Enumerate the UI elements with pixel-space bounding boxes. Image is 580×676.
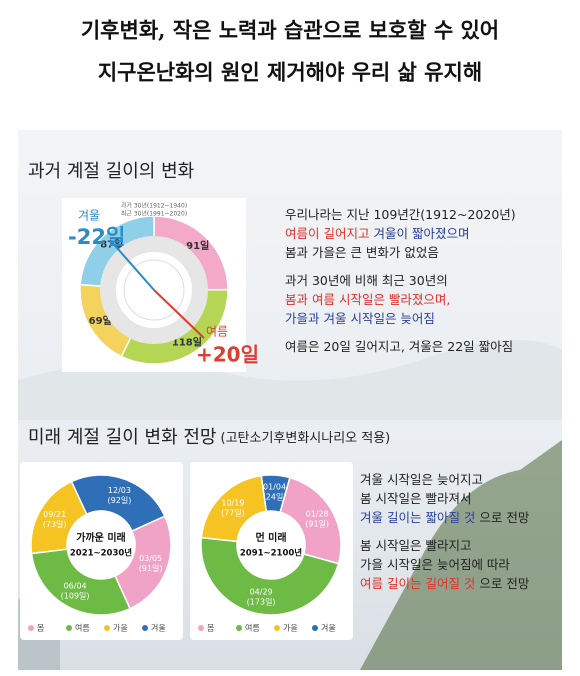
text-span: 봄 시작일은 빨라져서	[360, 491, 471, 506]
section-title: 과거 계절 길이의 변화	[28, 161, 194, 182]
donut-segment	[200, 536, 340, 616]
season-days: 91일	[186, 239, 209, 252]
chart-legend: 최근 30년(1991~2020)	[121, 210, 187, 218]
text-span: 여름은 20일 길어지고, 겨울은 22일 짧아짐	[285, 339, 513, 354]
text-line: 가을 시작일은 늦어짐에 따라	[360, 557, 510, 572]
callout-name: 여름	[206, 325, 228, 339]
mountain	[360, 440, 562, 670]
text-span: 겨울 길이는 짧아질 것	[360, 510, 475, 525]
season-days: 69일	[89, 314, 112, 327]
segment-date: 06/04	[64, 582, 87, 591]
donut-period: 2021~2030년	[70, 548, 132, 559]
segment-days: (91일)	[305, 519, 329, 528]
text-span: 겨울이 짧아졌으며	[373, 226, 469, 241]
legend-label: 여름	[75, 623, 90, 633]
text-span: 으로 전망	[479, 510, 529, 525]
legend-dot	[104, 625, 110, 631]
legend-dot	[142, 625, 148, 631]
season-days: 118일	[172, 336, 202, 349]
legend-dot	[198, 625, 204, 631]
chart-legend: 과거 30년(1912~1940)	[121, 202, 187, 210]
text-span: 가을과 겨울 시작일은 늦어짐	[285, 311, 435, 326]
donut-name: 가까운 미래	[76, 531, 125, 544]
text-span: 여름 길이는 길어질 것	[360, 576, 475, 591]
legend-label: 봄	[207, 624, 214, 633]
segment-days: (73일)	[43, 520, 67, 529]
segment-date: 01/28	[306, 509, 329, 518]
legend-label: 겨울	[321, 624, 336, 633]
segment-date: 03/05	[139, 554, 162, 563]
text-line: 과거 30년에 비해 최근 30년의	[285, 273, 448, 288]
legend-label: 겨울	[151, 624, 166, 633]
arrow	[109, 239, 155, 291]
callout-change: +20일	[196, 343, 259, 367]
text-span: 과거 30년에 비해 최근 30년의	[285, 273, 448, 288]
mountain	[18, 340, 562, 420]
legend-dot	[66, 625, 72, 631]
legend-dot	[274, 625, 280, 631]
segment-days: (91일)	[139, 564, 163, 573]
legend-dot	[312, 625, 318, 631]
donut-name: 먼 미래	[255, 531, 286, 544]
section-subtitle: (고탄소기후변화시나리오 적용)	[221, 431, 391, 446]
text-span: 봄과 가을은 큰 변화가 없었음	[285, 245, 439, 260]
legend-label: 봄	[37, 624, 44, 633]
text-span: 가을 시작일은 늦어짐에 따라	[360, 557, 510, 572]
inner-ring	[100, 236, 208, 344]
headline: 지구온난화의 원인 제거해야 우리 삶 유지해	[98, 60, 482, 85]
segment-date: 04/29	[250, 588, 273, 597]
text-span: 봄과 여름 시작일은 빨라졌으며,	[285, 292, 450, 307]
segment-days: (77일)	[221, 509, 245, 518]
segment-days: (92일)	[108, 496, 132, 505]
text-line: 봄 시작일은 빨라져서	[360, 491, 471, 506]
segment-date: 10/19	[221, 499, 244, 508]
legend-label: 여름	[245, 623, 260, 633]
text-line: 봄 시작일은 빨라지고	[360, 538, 471, 553]
callout-name: 겨울	[78, 209, 100, 223]
donut-segment	[279, 476, 342, 565]
arrow	[153, 289, 205, 339]
text-span: 여름이 길어지고	[285, 226, 369, 241]
donut-segment	[114, 515, 172, 610]
segment-days: (24일)	[263, 493, 287, 502]
section-title: 미래 계절 길이 변화 전망 (고탄소기후변화시나리오 적용)	[28, 427, 390, 448]
legend-dot	[236, 625, 242, 631]
text-span: 겨울 시작일은 늦어지고	[360, 472, 483, 487]
text-line: 우리나라는 지난 109년간(1912~2020년)	[285, 207, 516, 222]
text-line: 봄과 여름 시작일은 빨라졌으며,	[285, 292, 450, 307]
donut-period: 2091~2100년	[240, 548, 302, 559]
legend-dot	[28, 625, 34, 631]
text-line: 가을과 겨울 시작일은 늦어짐	[285, 311, 435, 326]
text-line: 여름은 20일 길어지고, 겨울은 22일 짧아짐	[285, 339, 513, 354]
text-line: 봄과 가을은 큰 변화가 없었음	[285, 245, 439, 260]
text-span: 봄 시작일은 빨라지고	[360, 538, 471, 553]
text-line: 여름 길이는 길어질 것 으로 전망	[360, 576, 530, 591]
segment-date: 01/04	[263, 483, 286, 492]
donut-segment	[30, 548, 132, 616]
donut-segment	[200, 474, 268, 543]
segment-days: (173일)	[247, 598, 276, 607]
text-line: 여름이 길어지고 겨울이 짧아졌으며	[285, 226, 469, 241]
text-span: 으로 전망	[479, 576, 529, 591]
segment-date: 09/21	[43, 510, 66, 519]
callout-change: -22일	[68, 225, 125, 249]
segment-days: (109일)	[61, 592, 90, 601]
text-span: 우리나라는 지난 109년간(1912~2020년)	[285, 207, 516, 222]
section-title-main: 미래 계절 길이 변화 전망	[28, 427, 217, 448]
legend-label: 가을	[283, 624, 298, 633]
text-line: 겨울 길이는 짧아질 것 으로 전망	[360, 510, 530, 525]
headline: 기후변화, 작은 노력과 습관으로 보호할 수 있어	[81, 18, 499, 43]
segment-date: 12/03	[108, 486, 131, 495]
text-line: 겨울 시작일은 늦어지고	[360, 472, 483, 487]
donut-segment	[30, 480, 88, 555]
legend-label: 가을	[113, 624, 128, 633]
